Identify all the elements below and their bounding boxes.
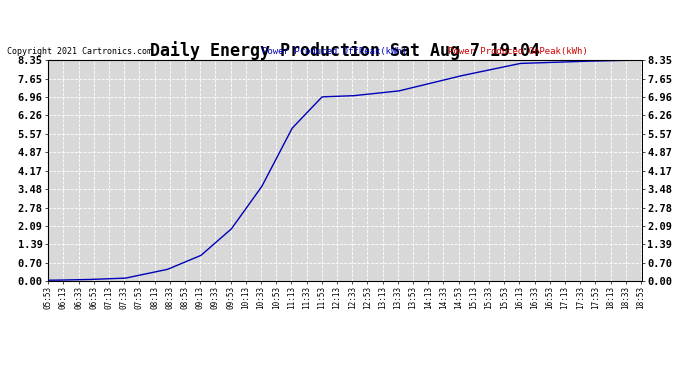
Text: Power Produced OnPeak(kWh): Power Produced OnPeak(kWh) <box>448 47 589 56</box>
Text: Power Produced OffPeak(kWh): Power Produced OffPeak(kWh) <box>262 47 407 56</box>
Text: Copyright 2021 Cartronics.com: Copyright 2021 Cartronics.com <box>7 47 152 56</box>
Title: Daily Energy Production Sat Aug 7 19:04: Daily Energy Production Sat Aug 7 19:04 <box>150 41 540 60</box>
